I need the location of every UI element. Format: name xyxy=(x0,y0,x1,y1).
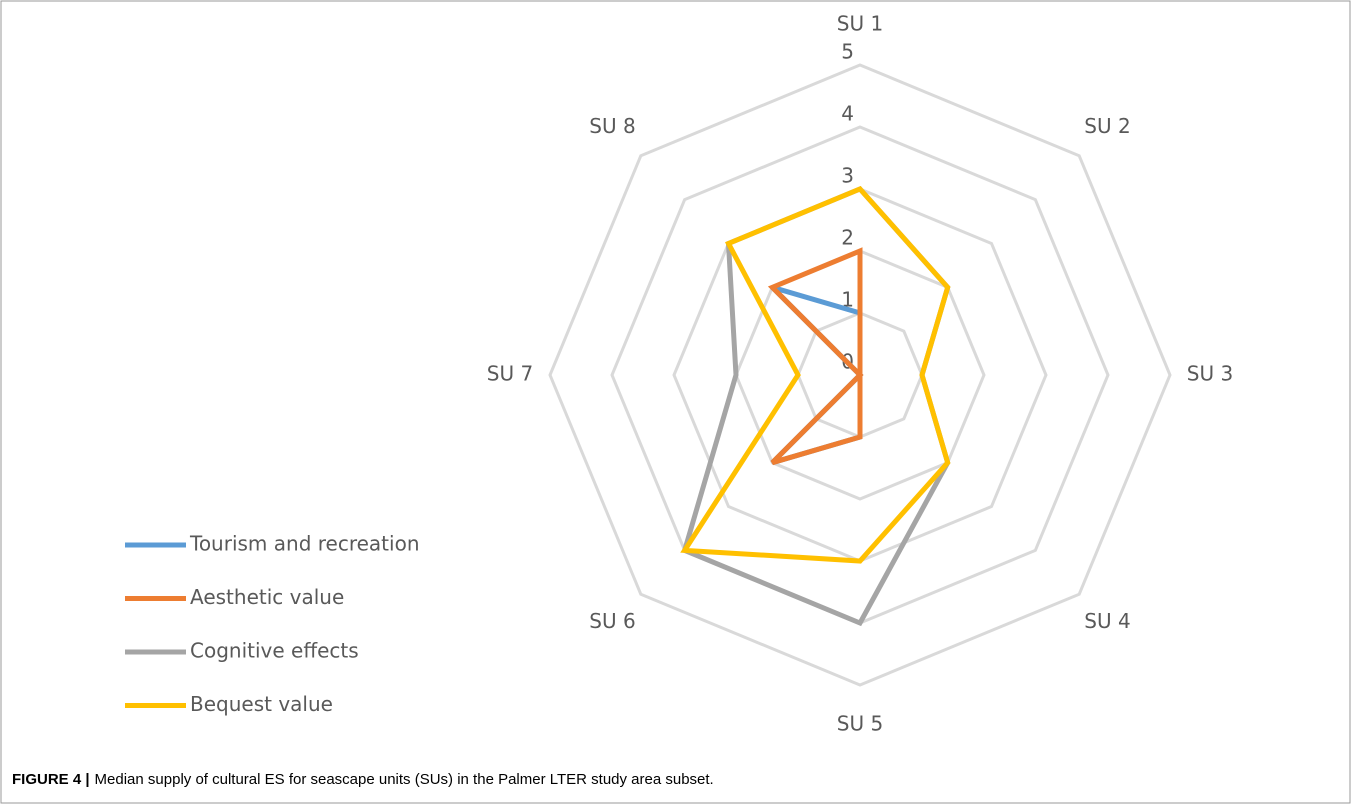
legend-label: Aesthetic value xyxy=(190,585,344,609)
y-tick-label: 2 xyxy=(841,226,854,250)
axis-label: SU 3 xyxy=(1187,362,1233,386)
caption: FIGURE 4 | Median supply of cultural ES f… xyxy=(12,771,714,788)
legend-label: Cognitive effects xyxy=(190,639,359,663)
axis-label: SU 8 xyxy=(589,114,635,138)
legend-label: Bequest value xyxy=(190,692,333,716)
y-tick-label: 4 xyxy=(841,102,854,126)
axis-label: SU 2 xyxy=(1084,114,1130,138)
y-tick-label: 5 xyxy=(841,40,854,64)
legend-label: Tourism and recreation xyxy=(189,532,420,556)
caption-text: Median supply of cultural ES for seascap… xyxy=(95,771,714,788)
axis-label: SU 4 xyxy=(1084,609,1130,633)
y-tick-label: 3 xyxy=(841,164,854,188)
axis-label: SU 6 xyxy=(589,609,635,633)
axis-label: SU 1 xyxy=(837,12,883,36)
series-line xyxy=(680,186,951,564)
y-tick-label: 1 xyxy=(841,288,854,312)
grid-line xyxy=(734,249,986,501)
axis-label: SU 5 xyxy=(837,712,883,736)
axis-label: SU 7 xyxy=(487,362,533,386)
grid-line xyxy=(548,63,1172,687)
series-line xyxy=(770,284,864,466)
series-line xyxy=(767,247,864,466)
caption-label: FIGURE 4 | xyxy=(12,771,90,788)
